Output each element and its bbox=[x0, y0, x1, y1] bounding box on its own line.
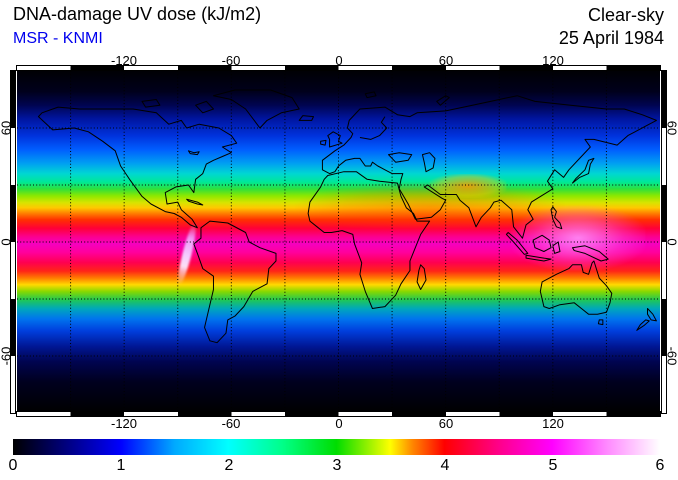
lon-tick-label-top: -60 bbox=[221, 53, 241, 68]
africa-coastline bbox=[308, 172, 429, 309]
caribbean-islands bbox=[187, 199, 203, 205]
lon-tick-label-bottom: 120 bbox=[542, 416, 564, 431]
lat-tick-label-left: -60 bbox=[0, 346, 14, 366]
scenario-label: Clear-sky bbox=[587, 5, 664, 25]
colorbar-tick-label: 5 bbox=[548, 457, 558, 474]
lat-tick-label-right: 60 bbox=[664, 120, 678, 136]
lon-tick-label-bottom: 0 bbox=[335, 416, 343, 431]
colorbar-tick-label: 0 bbox=[8, 457, 18, 474]
north-america-coastline bbox=[38, 107, 236, 228]
world-coastlines bbox=[38, 90, 656, 343]
lat-tick-label-left: 60 bbox=[0, 120, 14, 136]
south-america-coastline bbox=[194, 221, 276, 343]
scenario-and-date: Clear-sky 25 April 1984 bbox=[559, 4, 664, 50]
graticule-gridlines bbox=[17, 71, 660, 413]
map-frame-bottom bbox=[16, 411, 661, 417]
lat-tick-label-right: -60 bbox=[664, 346, 678, 366]
baltic-sea bbox=[360, 117, 387, 140]
colorbar-tick-label: 2 bbox=[224, 457, 234, 474]
date-label: 25 April 1984 bbox=[558, 28, 664, 48]
uv-dose-world-map bbox=[17, 71, 660, 413]
caspian-sea bbox=[422, 153, 435, 172]
lon-tick-label-bottom: 60 bbox=[438, 416, 454, 431]
philippines-coastline bbox=[551, 207, 562, 229]
tasmania-coastline bbox=[598, 320, 602, 325]
lat-tick-label-left: 0 bbox=[0, 238, 14, 246]
map-overlay-svg bbox=[17, 71, 660, 413]
lat-tick-label-right: 0 bbox=[664, 238, 678, 246]
colorbar-tick-label: 3 bbox=[332, 457, 342, 474]
greenland-coastline bbox=[213, 90, 299, 128]
lon-tick-label-top: 120 bbox=[542, 53, 564, 68]
black-sea bbox=[389, 153, 412, 163]
new-guinea-coastline bbox=[572, 246, 608, 261]
colorbar-tick-label: 1 bbox=[116, 457, 126, 474]
new-zealand-coastline bbox=[637, 309, 657, 331]
japan-coastline bbox=[572, 158, 593, 183]
colorbar-tick-label: 6 bbox=[655, 457, 665, 474]
australia-coastline bbox=[540, 261, 611, 314]
lon-tick-label-top: 0 bbox=[335, 53, 343, 68]
map-frame-top bbox=[16, 65, 661, 71]
iceland-coastline bbox=[299, 116, 313, 121]
data-source-label: MSR - KNMI bbox=[13, 30, 103, 47]
lon-tick-label-bottom: -120 bbox=[110, 416, 138, 431]
map-frame-left bbox=[10, 70, 16, 414]
madagascar-coastline bbox=[417, 265, 426, 290]
map-frame-right bbox=[661, 70, 667, 414]
colorbar-gradient bbox=[13, 439, 660, 455]
indonesia-coastlines bbox=[506, 233, 560, 262]
page-title: DNA-damage UV dose (kJ/m2) bbox=[13, 4, 262, 24]
arctic-islands bbox=[142, 92, 449, 113]
great-lakes bbox=[188, 151, 199, 155]
colorbar-tick-label: 4 bbox=[440, 457, 450, 474]
lon-tick-label-top: -120 bbox=[110, 53, 138, 68]
lon-tick-label-bottom: -60 bbox=[221, 416, 241, 431]
british-isles bbox=[321, 132, 342, 147]
eurasia-coastline bbox=[322, 96, 656, 239]
lon-tick-label-top: 60 bbox=[438, 53, 454, 68]
